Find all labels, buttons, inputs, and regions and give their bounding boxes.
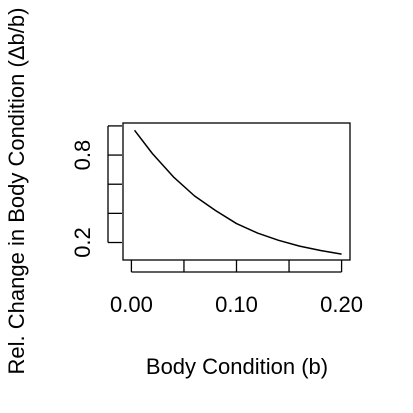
x-axis: 0.00 0.10 0.20 bbox=[110, 260, 363, 317]
y-axis: 0.2 0.8 bbox=[70, 125, 122, 258]
x-tick-label: 0.10 bbox=[215, 292, 258, 317]
series-line bbox=[133, 129, 342, 255]
y-tick-label: 0.8 bbox=[70, 140, 95, 171]
x-tick-label: 0.00 bbox=[110, 292, 153, 317]
y-tick-label: 0.2 bbox=[70, 227, 95, 258]
x-tick-label: 0.20 bbox=[320, 292, 363, 317]
y-axis-label: Rel. Change in Body Condition (Δb/b) bbox=[4, 8, 29, 375]
series-layer bbox=[133, 129, 342, 255]
plot-frame bbox=[122, 122, 351, 261]
x-axis-label: Body Condition (b) bbox=[146, 354, 328, 379]
